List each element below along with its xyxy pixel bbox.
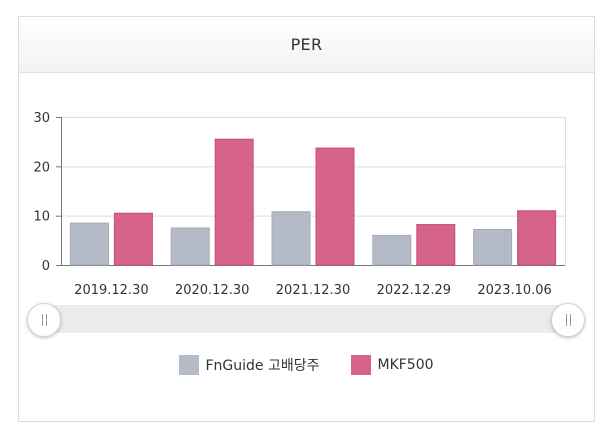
bar-mkf500[interactable] — [214, 138, 254, 266]
x-tick-label: 2023.10.06 — [477, 283, 551, 298]
legend-swatch — [179, 355, 200, 375]
legend: FnGuide 고배당주 MKF500 — [0, 355, 613, 375]
legend-item-mkf500[interactable]: MKF500 — [351, 355, 434, 375]
y-tick-label: 30 — [33, 111, 50, 126]
x-axis-ticks: 2019.12.30 2020.12.30 2021.12.30 2022.12… — [74, 283, 552, 298]
x-tick-label: 2019.12.30 — [74, 283, 148, 298]
bar-mkf500[interactable] — [517, 210, 557, 266]
y-tick-label: 10 — [33, 210, 50, 225]
grip-icon — [41, 314, 47, 326]
bar-mkf500[interactable] — [113, 212, 153, 266]
x-tick-label: 2020.12.30 — [175, 283, 249, 298]
range-slider-left-handle[interactable] — [27, 303, 61, 337]
x-tick-label: 2021.12.30 — [276, 283, 350, 298]
bar-fnguide[interactable] — [271, 211, 311, 266]
range-slider-track[interactable] — [44, 305, 568, 333]
bar-mkf500[interactable] — [315, 147, 355, 266]
legend-item-fnguide[interactable]: FnGuide 고배당주 — [179, 355, 319, 375]
chart-title: PER — [290, 35, 323, 54]
bar-fnguide[interactable] — [69, 222, 109, 266]
bars — [69, 138, 557, 266]
range-slider-right-handle[interactable] — [551, 303, 585, 337]
card-header: PER — [19, 17, 594, 73]
grid-layer — [56, 117, 566, 266]
legend-label: FnGuide 고배당주 — [205, 358, 320, 374]
bar-fnguide[interactable] — [170, 227, 210, 266]
bar-fnguide[interactable] — [372, 234, 412, 266]
legend-swatch — [351, 355, 372, 375]
legend-label: MKF500 — [377, 357, 434, 373]
grip-icon — [565, 314, 571, 326]
y-axis-ticks: 0 10 20 30 — [33, 111, 50, 274]
bar-fnguide[interactable] — [473, 228, 513, 266]
x-tick-label: 2022.12.29 — [377, 283, 451, 298]
y-tick-label: 0 — [42, 259, 50, 274]
y-tick-label: 20 — [33, 160, 50, 175]
bar-mkf500[interactable] — [416, 224, 456, 266]
